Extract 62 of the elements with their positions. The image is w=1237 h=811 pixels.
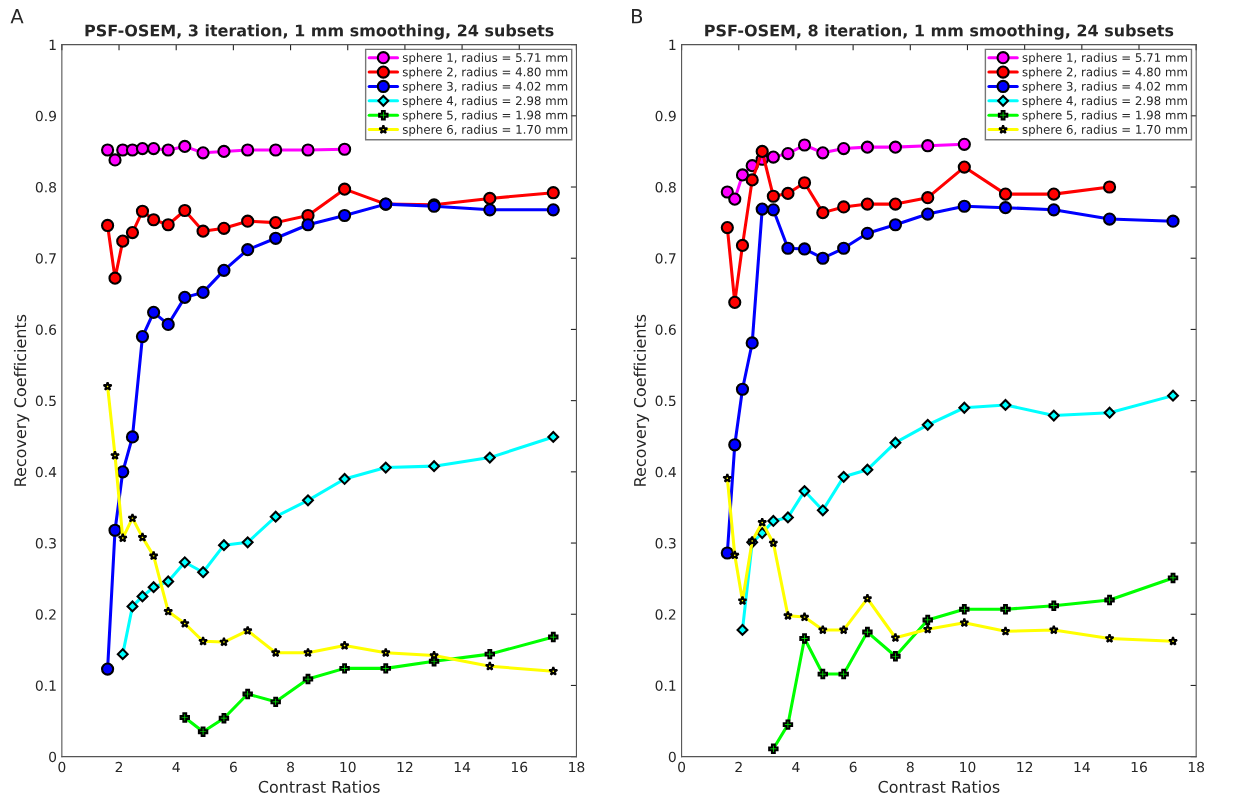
legend-label: sphere 3, radius = 4.02 mm — [1022, 81, 1187, 94]
y-tick-label: 0.9 — [35, 110, 57, 122]
y-tick-label: 0.3 — [655, 538, 676, 549]
x-tick-label: 0 — [678, 761, 686, 773]
x-tick-label: 12 — [1017, 761, 1033, 773]
x-tick-label: 4 — [172, 761, 180, 773]
y-tick-label: 0 — [668, 751, 676, 763]
legend-label: sphere 2, radius = 4.80 mm — [1022, 67, 1187, 79]
legend-label: sphere 3, radius = 4.02 mm — [402, 81, 568, 94]
x-tick-label: 10 — [960, 761, 976, 773]
legend-label: sphere 5, radius = 1.98 mm — [402, 110, 568, 122]
x-tick-label: 14 — [1074, 761, 1090, 773]
y-tick-label: 0.4 — [655, 466, 676, 478]
x-axis-title: Contrast Ratios — [878, 780, 1000, 793]
x-tick-label: 14 — [454, 761, 471, 773]
y-tick-label: 0.9 — [655, 110, 676, 122]
y-tick-label: 0.5 — [35, 395, 56, 407]
y-tick-label: 0.7 — [35, 253, 56, 264]
x-tick-label: 12 — [397, 761, 413, 773]
x-tick-label: 0 — [58, 761, 66, 773]
y-tick-label: 1 — [49, 39, 56, 50]
legend-label: sphere 6, radius = 1.70 mm — [402, 124, 568, 137]
y-tick-label: 0.2 — [655, 609, 676, 620]
legend-label: sphere 4, radius = 2.98 mm — [402, 96, 568, 108]
y-tick-label: 0.7 — [655, 253, 676, 264]
x-tick-label: 6 — [229, 761, 237, 773]
y-axis-title: Recovery Coefficients — [13, 314, 30, 486]
x-tick-label: 18 — [1188, 761, 1205, 773]
legend-label: sphere 6, radius = 1.70 mm — [1022, 124, 1187, 137]
x-tick-label: 16 — [1131, 761, 1147, 773]
x-axis-title: Contrast Ratios — [258, 780, 380, 793]
y-tick-label: 0.5 — [655, 395, 676, 407]
x-tick-label: 6 — [849, 761, 857, 773]
chart-title: PSF-OSEM, 3 iteration, 1 mm smoothing, 24 subsets — [85, 24, 554, 40]
y-tick-label: 0.4 — [35, 466, 57, 478]
y-tick-label: 0.1 — [655, 680, 676, 691]
legend-label: sphere 2, radius = 4.80 mm — [402, 67, 568, 79]
x-tick-label: 2 — [115, 761, 123, 773]
text: A — [10, 9, 24, 24]
text: B — [632, 9, 643, 24]
x-tick-label: 10 — [340, 761, 356, 773]
y-tick-label: 0 — [49, 751, 57, 763]
x-tick-label: 4 — [792, 761, 800, 773]
x-tick-label: 2 — [735, 761, 742, 773]
legend-label: sphere 1, radius = 5.71 mm — [1022, 52, 1187, 65]
y-tick-label: 0.8 — [35, 181, 57, 193]
x-tick-label: 8 — [287, 761, 295, 773]
y-axis-title: Recovery Coefficients — [633, 314, 650, 486]
y-tick-label: 0.3 — [35, 538, 56, 549]
y-tick-label: 0.1 — [35, 680, 56, 691]
x-tick-label: 16 — [511, 761, 528, 773]
legend-label: sphere 4, radius = 2.98 mm — [1022, 96, 1187, 108]
y-tick-label: 1 — [669, 39, 676, 50]
y-tick-label: 0.6 — [655, 324, 676, 335]
legend-label: sphere 1, radius = 5.71 mm — [402, 52, 568, 65]
y-tick-label: 0.2 — [35, 609, 56, 620]
x-tick-label: 18 — [569, 761, 585, 773]
y-tick-label: 0.6 — [35, 324, 57, 335]
y-tick-label: 0.8 — [655, 181, 676, 193]
x-tick-label: 8 — [906, 761, 914, 773]
chart-title: PSF-OSEM, 8 iteration, 1 mm smoothing, 24 subsets — [705, 24, 1174, 40]
legend-label: sphere 5, radius = 1.98 mm — [1022, 110, 1187, 122]
